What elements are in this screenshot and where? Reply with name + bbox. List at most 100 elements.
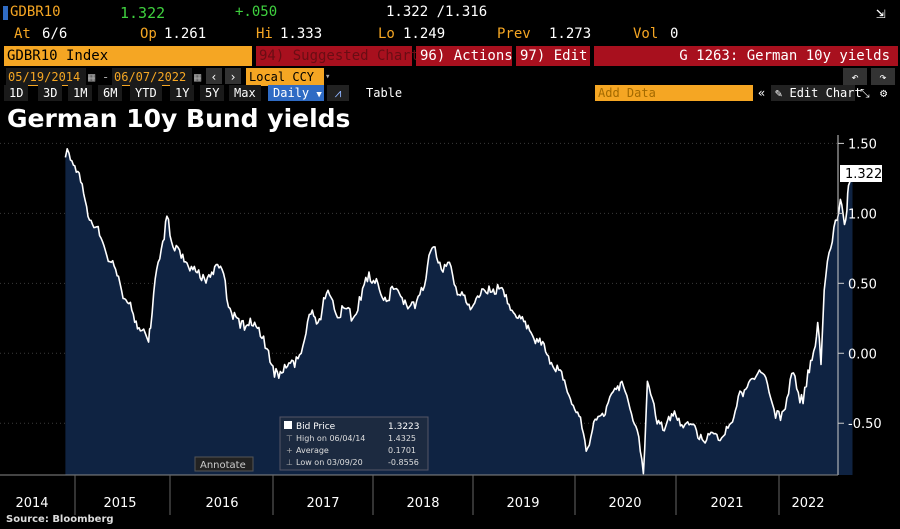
- annotate-button[interactable]: Annotate: [194, 456, 254, 472]
- calendar-icon[interactable]: ▦: [194, 70, 202, 84]
- period-button-6m[interactable]: 6M: [98, 85, 123, 101]
- low-marker-icon: ⊥: [286, 458, 293, 467]
- redo-icon[interactable]: ↷: [871, 68, 895, 85]
- low-label: Lo: [378, 26, 395, 42]
- frequency-label: Daily: [273, 86, 310, 100]
- calendar-icon[interactable]: ▦: [88, 70, 96, 84]
- edit-chart-button[interactable]: ✎ Edit Chart: [771, 85, 862, 101]
- y-axis-ticks: 1.50 1.00 0.50 0.00 -0.50: [838, 137, 882, 432]
- security-field[interactable]: GDBR10 Index: [4, 46, 252, 66]
- last-value-label: 1.3223: [845, 167, 891, 182]
- at-value: 6/6: [42, 26, 68, 42]
- legend-bid-label: Bid Price: [296, 422, 336, 432]
- range-separator: -: [102, 70, 110, 84]
- period-button-1y[interactable]: 1Y: [170, 85, 195, 101]
- chart-id: G 1263: German 10y yields: [594, 46, 898, 66]
- x-tick-label: 2022: [791, 496, 824, 511]
- x-tick-label: 2020: [608, 496, 641, 511]
- legend-low-label: Low on 03/09/20: [296, 458, 363, 467]
- average-marker-icon: +: [286, 446, 293, 455]
- x-tick-label: 2016: [205, 496, 238, 511]
- period-button-3d[interactable]: 3D: [38, 85, 63, 101]
- last-price: 1.322: [120, 4, 166, 22]
- next-range-icon[interactable]: ›: [225, 68, 241, 84]
- prev-range-icon[interactable]: ‹: [206, 68, 222, 84]
- legend-high-label: High on 06/04/14: [296, 434, 365, 443]
- end-date-input[interactable]: 06/07/2022: [112, 68, 192, 86]
- quote-details: At 6/6 Op 1.261 Hi 1.333 Lo 1.249 Prev 1…: [0, 0, 900, 46]
- table-button[interactable]: Table: [366, 86, 403, 100]
- annotate-box: [194, 456, 254, 472]
- date-range-bar: 05/19/2014 ▦ - 06/07/2022 ▦ ‹ › Local CC…: [0, 68, 900, 86]
- legend-high-value: 1.4325: [388, 434, 416, 443]
- period-button-1d[interactable]: 1D: [4, 85, 29, 101]
- high-label: Hi: [256, 26, 273, 42]
- suggested-charts-button[interactable]: 94) Suggested Charts: [256, 46, 428, 66]
- undo-icon[interactable]: ↶: [843, 68, 867, 85]
- edit-menu[interactable]: 97) Edit ▾: [516, 46, 601, 66]
- line-chart-icon[interactable]: ⩘: [327, 85, 349, 101]
- at-label: At: [14, 26, 31, 42]
- legend-box: Bid Price 1.3223 ⊤ High on 06/04/14 1.43…: [279, 416, 429, 471]
- x-axis-ticks: 2014 2015 2016 2017 2018 2019 2020 2021 2022: [15, 475, 825, 515]
- open-label: Op: [140, 26, 157, 42]
- x-tick-label: 2014: [15, 496, 48, 511]
- chevron-down-icon[interactable]: ▾: [325, 72, 331, 82]
- y-tick-label: 0.50: [848, 277, 877, 292]
- period-button-ytd[interactable]: YTD: [130, 85, 162, 101]
- pencil-icon: ✎: [775, 86, 783, 100]
- period-button-5y[interactable]: 5Y: [200, 85, 225, 101]
- legend-avg-value: 0.1701: [388, 446, 416, 455]
- x-tick-label: 2017: [306, 496, 339, 511]
- prev-value: 1.273: [549, 26, 592, 42]
- y-tick-label: 1.50: [848, 137, 877, 152]
- yield-chart[interactable]: 1.50 1.00 0.50 0.00 -0.50 2014 2015 2016 2017 20…: [0, 135, 900, 522]
- yield-line: [64, 148, 854, 475]
- y-tick-label: 1.00: [848, 207, 877, 222]
- period-button-max[interactable]: Max: [229, 85, 261, 101]
- chevron-down-icon: ▼: [316, 90, 322, 100]
- net-change: +.050: [235, 4, 278, 20]
- legend-low-value: -0.8556: [388, 458, 419, 467]
- period-buttons: 1D 3D 1M 6M YTD 1Y 5Y Max: [0, 85, 270, 101]
- source-label: Source: Bloomberg: [6, 514, 114, 525]
- yield-area: [65, 148, 853, 476]
- legend-bid-value: 1.3223: [388, 422, 420, 432]
- open-value: 1.261: [164, 26, 207, 42]
- high-marker-icon: ⊤: [286, 434, 293, 443]
- vol-value: 0: [670, 26, 679, 42]
- y-tick-label: -0.50: [848, 417, 882, 432]
- actions-menu[interactable]: 96) Actions ▾: [416, 46, 527, 66]
- x-tick-label: 2015: [103, 496, 136, 511]
- function-toolbar: GDBR10 Index 94) Suggested Charts 96) Ac…: [0, 46, 900, 66]
- x-tick-label: 2021: [710, 496, 743, 511]
- currency-select[interactable]: Local CCY: [246, 68, 324, 86]
- edit-label: 97) Edit: [520, 48, 588, 64]
- low-value: 1.249: [403, 26, 446, 42]
- prev-label: Prev: [497, 26, 531, 42]
- last-value-box: [840, 165, 882, 182]
- add-data-input[interactable]: Add Data: [595, 85, 753, 101]
- collapse-icon[interactable]: «: [758, 86, 766, 100]
- ticker: GDBR10: [10, 4, 61, 20]
- bid-ask: 1.322 /1.316: [386, 4, 488, 20]
- chart-title: German 10y Bund yields: [7, 104, 351, 133]
- vol-label: Vol: [633, 26, 659, 42]
- period-bar: 1D 3D 1M 6M YTD 1Y 5Y Max Daily ▼ ⩘ Table Add D…: [0, 85, 900, 102]
- start-date-input[interactable]: 05/19/2014: [6, 68, 86, 86]
- y-tick-label: 0.00: [848, 347, 877, 362]
- quote-header: GDBR10 1.322 +.050 1.322 /1.316 ⇲: [0, 0, 900, 22]
- gear-icon[interactable]: ⚙: [880, 86, 888, 100]
- ticker-marker: [3, 6, 8, 20]
- annotate-label: Annotate: [200, 460, 246, 471]
- actions-label: 96) Actions: [420, 48, 513, 64]
- legend-avg-label: Average: [296, 446, 329, 455]
- series-swatch: [284, 421, 292, 429]
- period-button-1m[interactable]: 1M: [68, 85, 93, 101]
- legend-frame: [279, 416, 429, 471]
- edit-chart-label: Edit Chart: [789, 86, 862, 100]
- high-value: 1.333: [280, 26, 323, 42]
- frequency-select[interactable]: Daily ▼: [268, 85, 324, 101]
- zoom-icon[interactable]: ⤡: [860, 86, 870, 100]
- expand-icon[interactable]: ⇲: [876, 3, 886, 22]
